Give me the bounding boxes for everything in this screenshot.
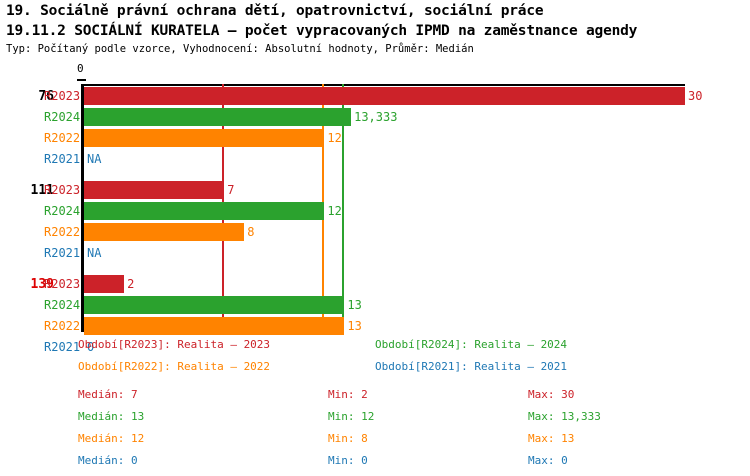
- bar-r2023[interactable]: [84, 181, 225, 199]
- row-label-r2023: R2023: [44, 183, 81, 197]
- bar-row[interactable]: R2021 NA: [0, 243, 750, 264]
- bar-row[interactable]: R2024 13,333: [0, 107, 750, 128]
- legend-item[interactable]: Období[R2024]: Realita – 2024: [375, 338, 568, 351]
- row-label-r2023: R2023: [44, 277, 81, 291]
- row-label-r2021: R2021: [44, 340, 81, 354]
- page-title-line1: 19. Sociálně právní ochrana dětí, opatro…: [6, 3, 544, 19]
- stat-min: Min: 2: [328, 388, 368, 401]
- group-label-139: 139: [30, 277, 54, 292]
- bar-value-label: 8: [247, 225, 255, 239]
- stat-median: Medián: 0: [78, 454, 138, 467]
- axis-zero-tick: [77, 79, 86, 81]
- axis-vertical-line: [81, 84, 84, 332]
- bar-row[interactable]: R2022 13: [0, 316, 750, 337]
- stat-median: Medián: 12: [78, 432, 145, 445]
- bar-r2022[interactable]: [84, 317, 345, 335]
- bar-row[interactable]: R2023 30: [0, 86, 750, 107]
- row-label-r2021: R2021: [44, 246, 81, 260]
- group-label-76: 76: [38, 89, 54, 104]
- bar-row[interactable]: R2022 8: [0, 222, 750, 243]
- bar-value-label: 12: [327, 131, 342, 145]
- stat-max: Max: 30: [528, 388, 575, 401]
- axis-zero-label: 0: [77, 62, 84, 75]
- bar-row[interactable]: R2023 7: [0, 180, 750, 201]
- row-label-r2024: R2024: [44, 204, 81, 218]
- page-title-line2: 19.11.2 SOCIÁLNÍ KURATELA – počet vyprac…: [6, 23, 638, 39]
- bar-r2024[interactable]: [84, 202, 325, 220]
- bar-row[interactable]: R2024 13: [0, 295, 750, 316]
- bar-row[interactable]: R2024 12: [0, 201, 750, 222]
- bar-r2024[interactable]: [84, 296, 345, 314]
- axis-top-line: [81, 84, 685, 86]
- stat-median: Medián: 13: [78, 410, 145, 423]
- stat-min: Min: 8: [328, 432, 368, 445]
- bar-value-label: 30: [688, 89, 703, 103]
- bar-r2023[interactable]: [84, 275, 125, 293]
- bar-r2024[interactable]: [84, 108, 352, 126]
- row-label-r2023: R2023: [44, 89, 81, 103]
- group-label-111: 111: [30, 183, 54, 198]
- stat-min: Min: 12: [328, 410, 375, 423]
- reference-line-r2024: [342, 84, 345, 332]
- bar-chart-plot: 0 76 R2023 30 R2024 13,333 R2022 12 R2021 NA 111 R…: [0, 62, 750, 354]
- bar-value-label: NA: [87, 152, 102, 166]
- legend-item[interactable]: Období[R2021]: Realita – 2021: [375, 360, 568, 373]
- bar-value-label: 7: [227, 183, 235, 197]
- bar-r2023[interactable]: [84, 87, 685, 105]
- row-label-r2022: R2022: [44, 319, 81, 333]
- bar-value-label: 13: [347, 298, 362, 312]
- bar-row[interactable]: R2023 2: [0, 274, 750, 295]
- bar-row[interactable]: R2021 0: [0, 337, 750, 358]
- bar-r2022[interactable]: [84, 129, 325, 147]
- row-label-r2024: R2024: [44, 110, 81, 124]
- bar-value-label: 2: [127, 277, 135, 291]
- row-label-r2022: R2022: [44, 131, 81, 145]
- bar-value-label: 13,333: [354, 110, 398, 124]
- stat-max: Max: 13,333: [528, 410, 601, 423]
- page-subtitle: Typ: Počítaný podle vzorce, Vyhodnocení:…: [6, 43, 474, 55]
- bar-value-label: NA: [87, 246, 102, 260]
- legend-item[interactable]: Období[R2022]: Realita – 2022: [78, 360, 271, 373]
- bar-row[interactable]: R2022 12: [0, 128, 750, 149]
- stat-max: Max: 13: [528, 432, 575, 445]
- bar-value-label: 0: [87, 340, 95, 354]
- row-label-r2021: R2021: [44, 152, 81, 166]
- row-label-r2022: R2022: [44, 225, 81, 239]
- stat-max: Max: 0: [528, 454, 568, 467]
- bar-row[interactable]: R2021 NA: [0, 149, 750, 170]
- bar-value-label: 13: [347, 319, 362, 333]
- bar-r2022[interactable]: [84, 223, 245, 241]
- bar-value-label: 12: [327, 204, 342, 218]
- stat-min: Min: 0: [328, 454, 368, 467]
- legend-item[interactable]: Období[R2023]: Realita – 2023: [78, 338, 271, 351]
- stat-median: Medián: 7: [78, 388, 138, 401]
- row-label-r2024: R2024: [44, 298, 81, 312]
